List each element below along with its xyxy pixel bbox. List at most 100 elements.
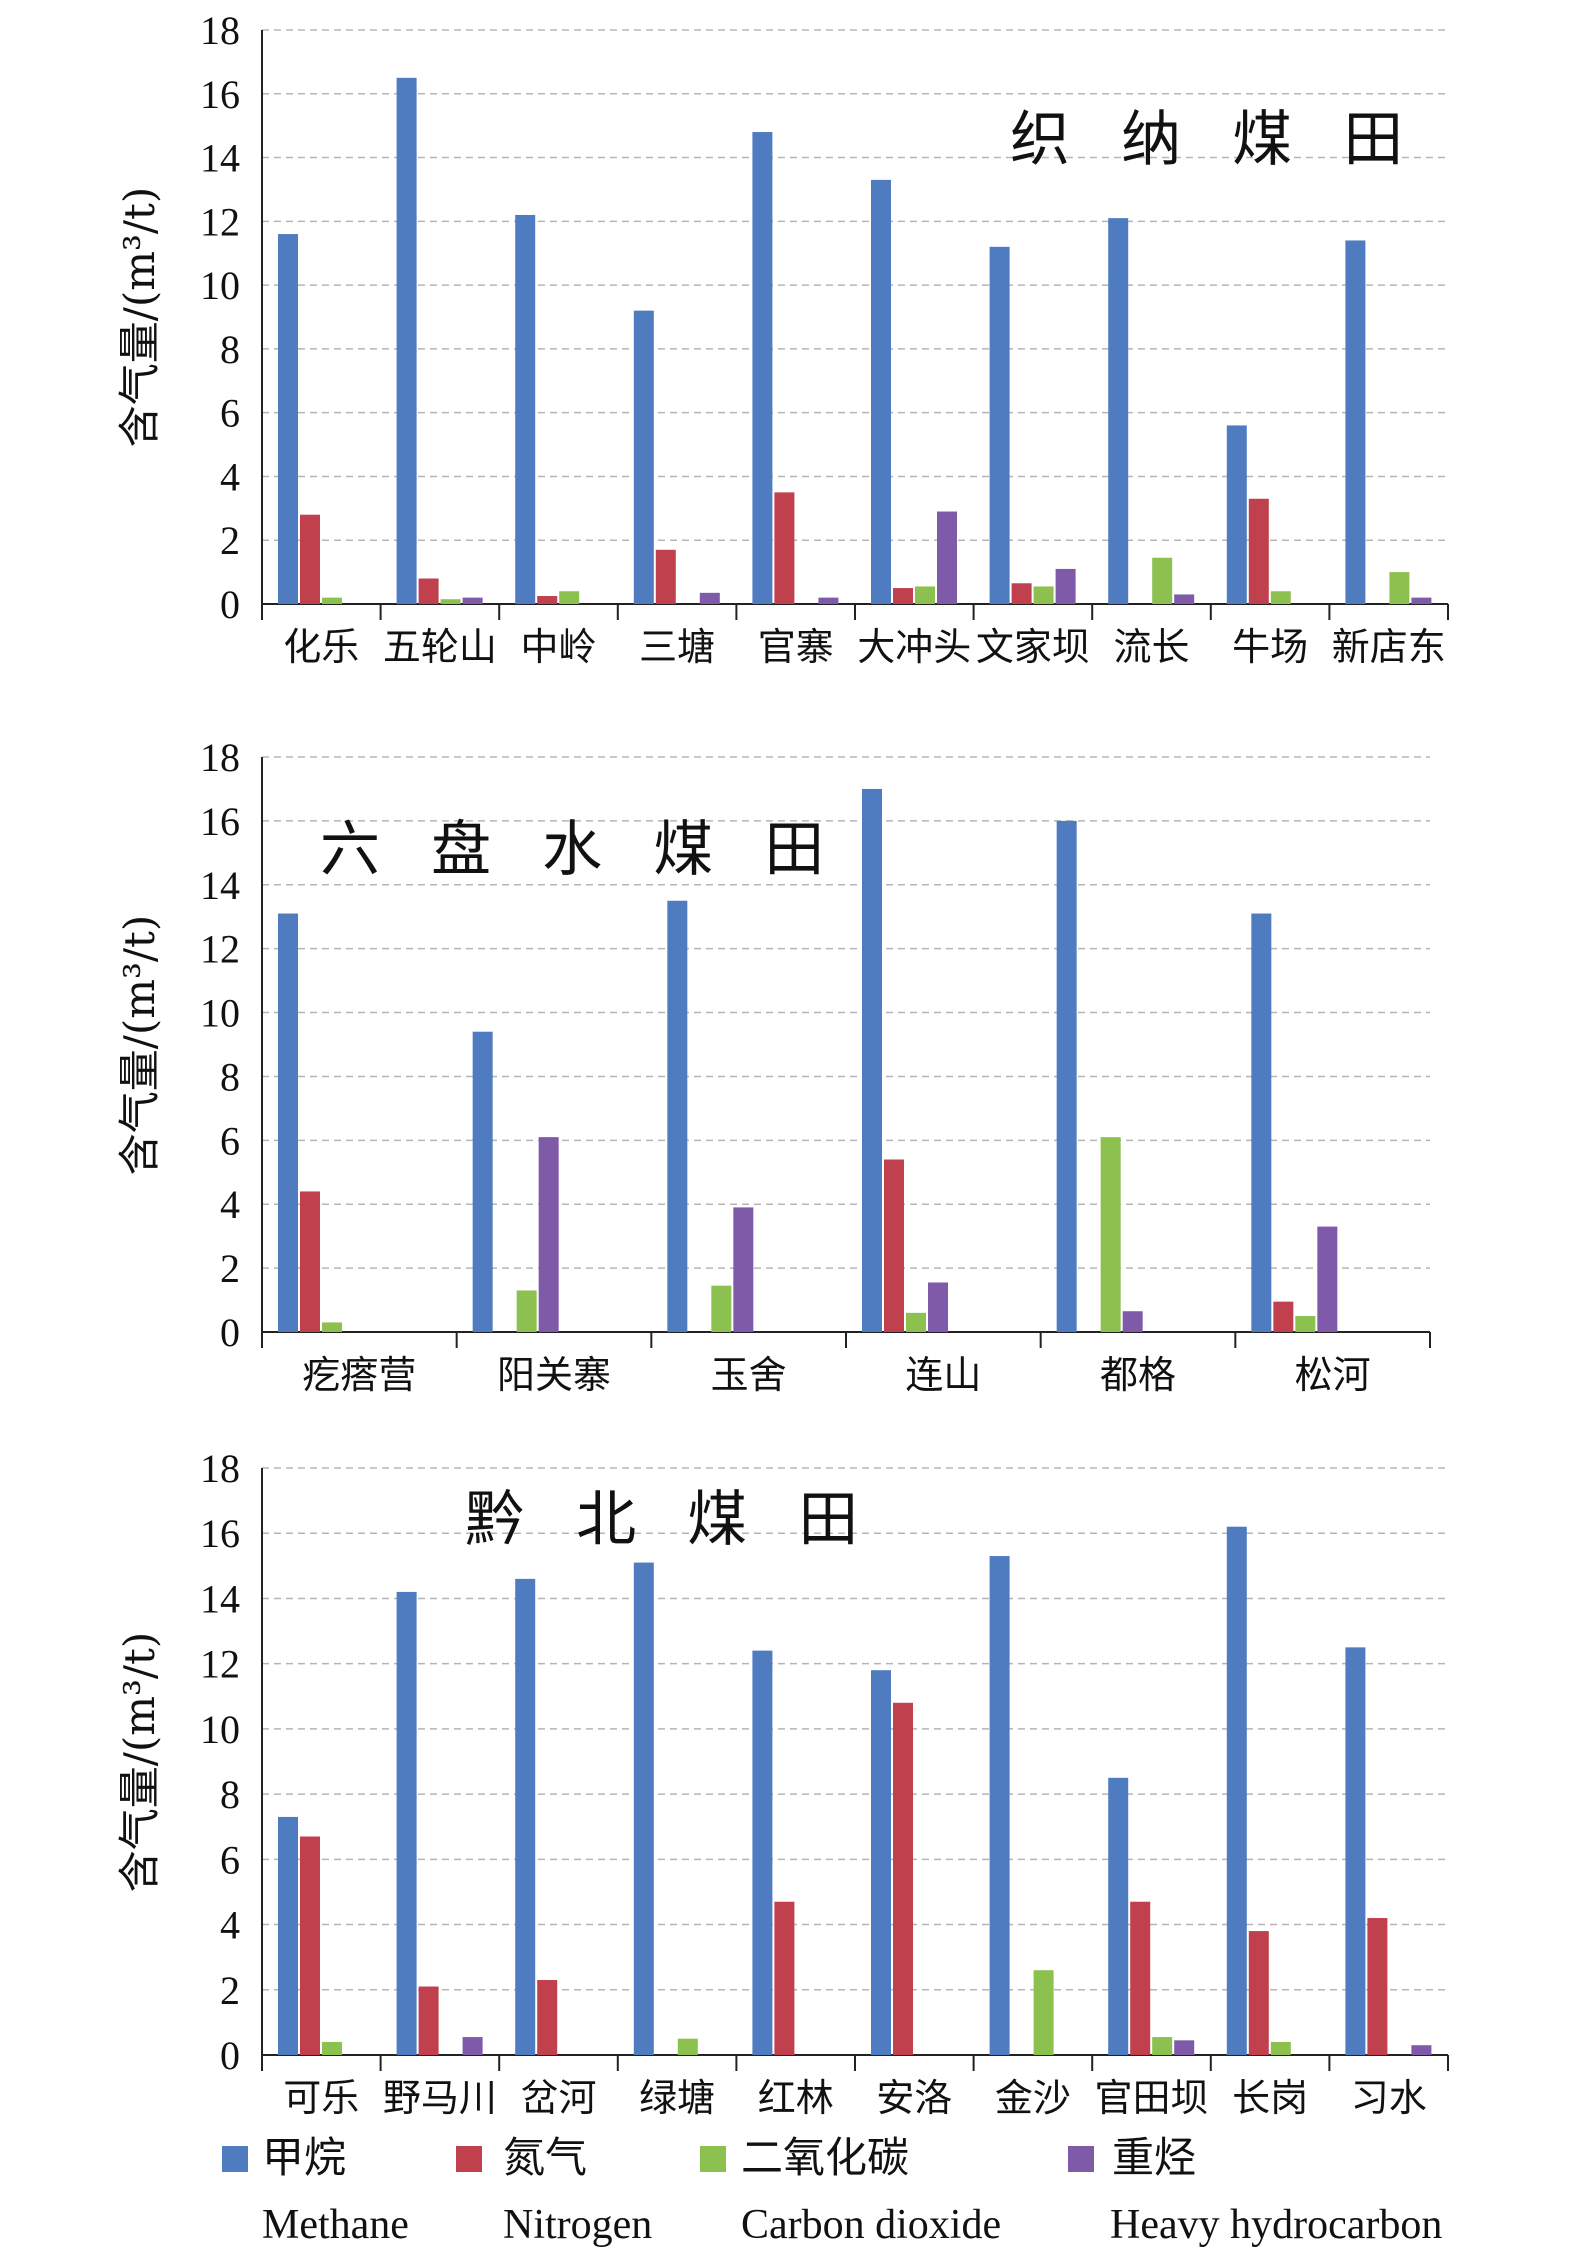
bar-连山-氮气 [884,1159,904,1332]
chart-panel-1: 0 2 4 6 8 10 12 14 16 18 化乐 五轮山 中岭 三塘 官寨 大冲头 文家坝 流长 牛场 新店东 织… [115,8,1449,669]
chart-panel-3: 0 2 4 6 8 10 12 14 16 18 可乐 野马川 岔河 绿塘 红林 安洛 金沙 官田坝 长岗 习水 黔 北… [115,1446,1449,2120]
chart-title: 黔 北 煤 田 [465,1485,874,1555]
bar-疙瘩营-氮气 [300,1191,320,1332]
y-tick-label: 10 [200,263,240,308]
bar-长岗-二氧化碳 [1270,2041,1291,2055]
bar-文家坝-氮气 [1011,583,1032,604]
bar-官田坝-氮气 [1130,1901,1151,2055]
bar-五轮山-重烃 [462,597,483,604]
bar-疙瘩营-甲烷 [278,913,298,1332]
legend-swatch-methane [222,2146,248,2172]
y-tick-label: 2 [220,518,240,563]
bar-中岭-甲烷 [515,214,536,604]
legend-label-carbon-dioxide-cn: 二氧化碳 [741,2133,909,2182]
y-tick-label: 4 [220,1903,240,1948]
x-category-label: 都格 [1100,1353,1176,1397]
x-category-label: 野马川 [383,2076,497,2120]
bar-长岗-氮气 [1248,1931,1269,2055]
y-tick-label: 6 [220,1837,240,1882]
y-tick-label: 8 [220,327,240,372]
y-tick-label: 16 [200,72,240,117]
bar-官寨-氮气 [774,492,795,604]
bar-五轮山-甲烷 [396,77,417,605]
y-tick-label: 0 [220,1310,240,1355]
bar-大冲头-氮气 [893,588,913,604]
legend-label-nitrogen-cn: 氮气 [503,2133,587,2182]
bar-可乐-氮气 [300,1836,320,2055]
legend-swatch-nitrogen [456,2146,482,2172]
legend-label-heavy-hydrocarbon-en: Heavy hydrocarbon [1110,2202,1442,2248]
bar-岔河-甲烷 [515,1578,536,2055]
bar-三塘-甲烷 [633,310,654,604]
bar-牛场-二氧化碳 [1270,591,1291,604]
y-tick-label: 4 [220,1182,240,1227]
bar-阳关寨-重烃 [538,1137,559,1332]
y-tick-label: 12 [200,927,240,972]
chart-title: 六 盘 水 煤 田 [320,815,840,885]
bar-文家坝-二氧化碳 [1033,586,1054,604]
chart-title: 织 纳 煤 田 [1010,105,1419,175]
x-category-label: 三塘 [639,625,715,669]
x-category-label: 岔河 [520,2076,596,2120]
y-tick-label: 0 [220,2033,240,2078]
x-category-label: 安洛 [876,2076,952,2120]
x-category-label: 文家坝 [976,625,1090,669]
bar-化乐-二氧化碳 [322,597,342,604]
x-category-label: 化乐 [283,625,359,669]
bar-连山-二氧化碳 [906,1312,926,1332]
y-tick-label: 4 [220,454,240,499]
legend-label-carbon-dioxide-en: Carbon dioxide [741,2202,1001,2248]
bar-官田坝-甲烷 [1108,1777,1129,2055]
bar-红林-氮气 [774,1901,795,2055]
bar-玉舍-重烃 [733,1207,754,1332]
x-category-label: 新店东 [1332,625,1446,669]
y-tick-label: 12 [200,1642,240,1687]
x-category-label: 疙瘩营 [302,1353,416,1397]
y-axis-label: 含气量/(m³/t) [115,915,164,1176]
x-category-label: 绿塘 [639,2076,715,2120]
bar-牛场-氮气 [1248,498,1269,604]
y-tick-label: 8 [220,1772,240,1817]
bar-习水-甲烷 [1345,1647,1366,2055]
bar-连山-甲烷 [862,788,882,1332]
y-tick-label: 8 [220,1054,240,1099]
bar-五轮山-二氧化碳 [440,599,461,604]
bar-流长-甲烷 [1108,218,1129,604]
bar-松河-重烃 [1317,1226,1338,1332]
legend-label-methane-cn: 甲烷 [262,2133,346,2182]
bar-野马川-重烃 [462,2037,483,2055]
x-category-label: 大冲头 [857,625,971,669]
y-tick-label: 18 [200,1446,240,1491]
bar-习水-氮气 [1367,1918,1388,2055]
x-category-label: 官寨 [758,625,834,669]
bar-都格-二氧化碳 [1100,1137,1121,1332]
bar-大冲头-重烃 [937,511,957,604]
bar-都格-甲烷 [1056,820,1077,1332]
bar-文家坝-重烃 [1055,568,1076,604]
bar-三塘-重烃 [699,592,720,604]
y-tick-label: 14 [200,1576,240,1621]
x-category-label: 官田坝 [1094,2076,1208,2120]
bar-红林-甲烷 [752,1650,773,2055]
bar-连山-重烃 [928,1282,948,1332]
bar-安洛-氮气 [893,1702,913,2055]
bar-阳关寨-甲烷 [472,1031,493,1332]
y-tick-label: 6 [220,391,240,436]
x-category-label: 连山 [905,1353,981,1397]
bar-金沙-甲烷 [989,1556,1010,2055]
y-tick-label: 18 [200,8,240,53]
bar-官田坝-重烃 [1174,2040,1195,2055]
bar-可乐-甲烷 [278,1816,298,2055]
bar-金沙-二氧化碳 [1033,1970,1054,2055]
bar-大冲头-甲烷 [871,179,891,604]
bar-长岗-甲烷 [1226,1526,1247,2055]
bar-化乐-甲烷 [278,234,298,605]
bar-岔河-氮气 [537,1979,558,2055]
bar-玉舍-二氧化碳 [711,1285,732,1332]
bar-流长-重烃 [1174,594,1195,604]
x-category-label: 习水 [1351,2076,1427,2120]
bar-官寨-重烃 [818,597,839,604]
y-tick-label: 6 [220,1118,240,1163]
legend-swatch-heavy-hydrocarbon [1068,2146,1094,2172]
